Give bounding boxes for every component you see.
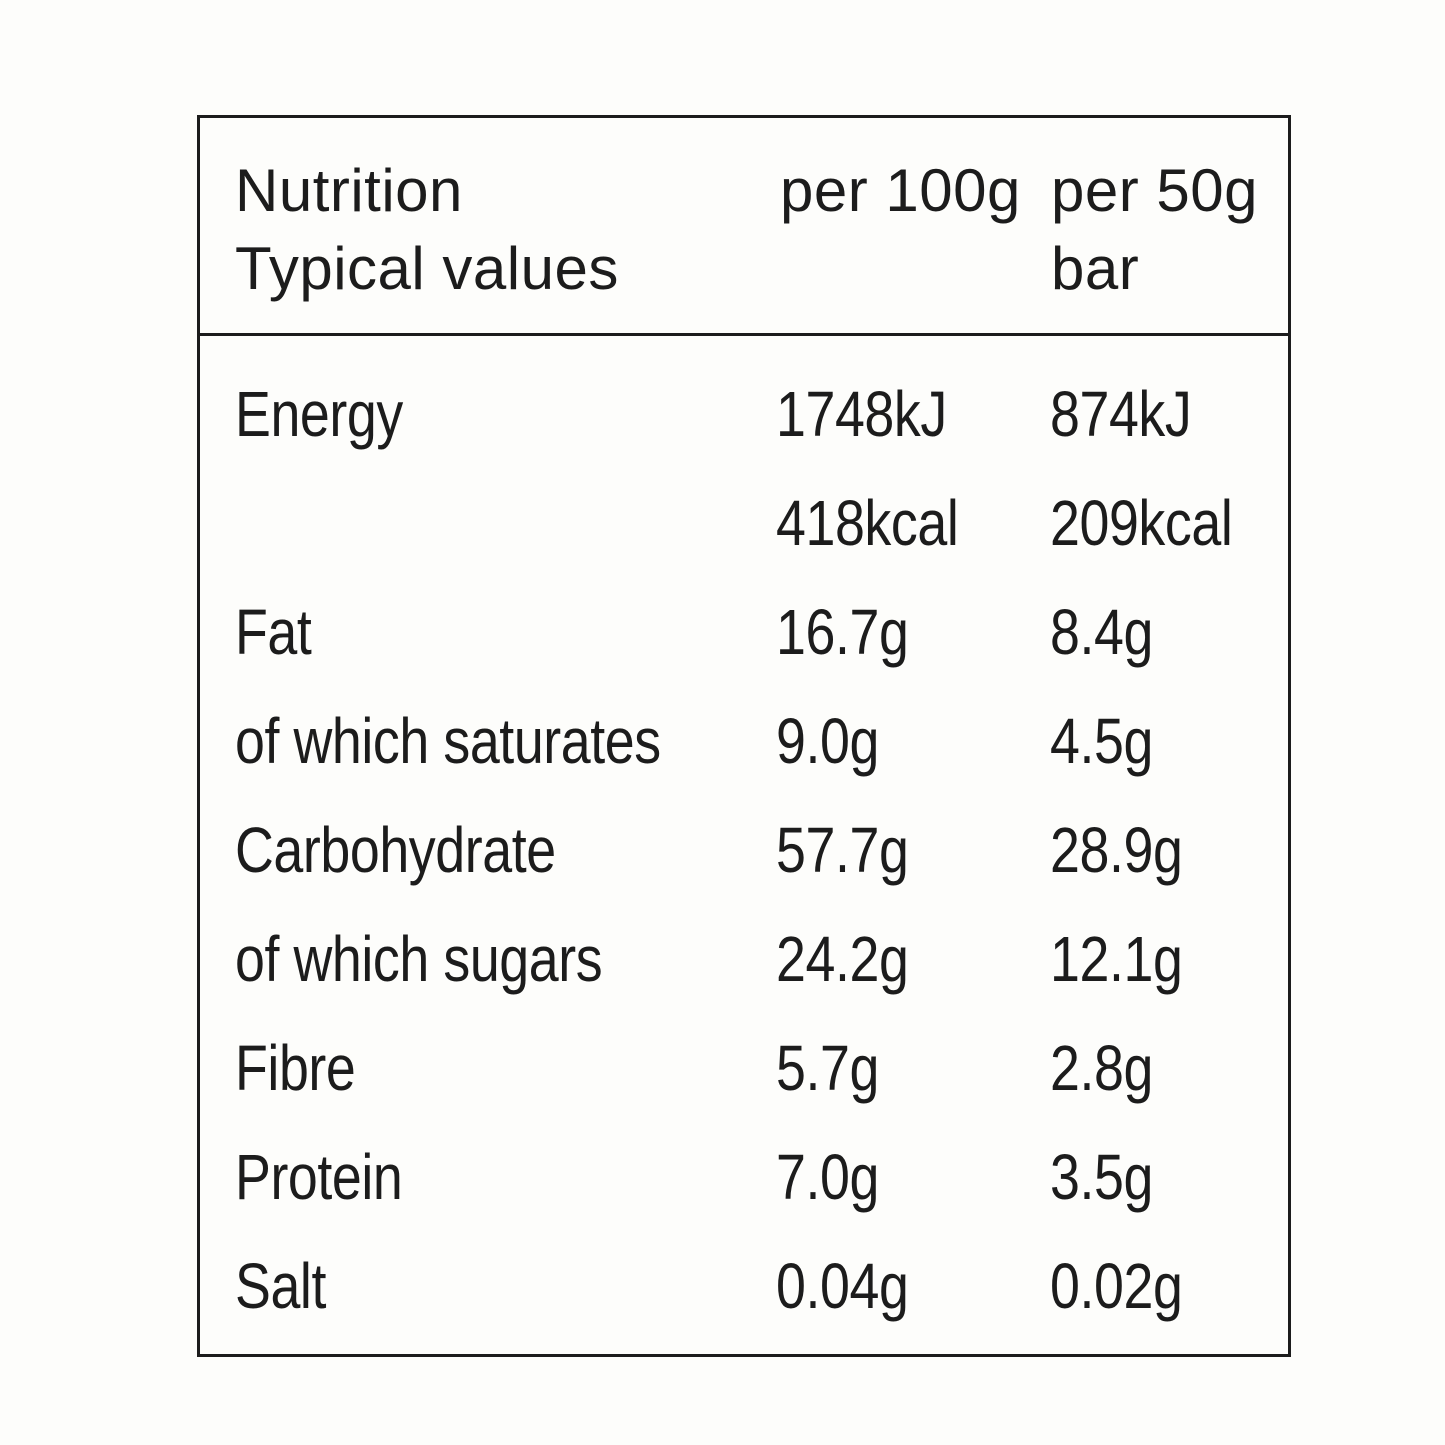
nutrient-label: Fibre [235, 1032, 356, 1104]
table-header: Nutrition Typical values per 100g per 50… [200, 118, 1288, 336]
value-per-100g: 1748kJ [776, 378, 947, 450]
header-per-100g: per 100g [780, 157, 1021, 224]
nutrient-label: of which sugars [235, 923, 603, 995]
value-per-bar: 3.5g [1050, 1141, 1153, 1213]
nutrient-label: of which saturates [235, 705, 661, 777]
table-row: Salt 0.04g 0.02g [200, 1238, 1288, 1347]
value-per-bar: 28.9g [1050, 814, 1183, 886]
table-row: Fibre 5.7g 2.8g [200, 1020, 1288, 1129]
nutrient-label: Protein [235, 1141, 403, 1213]
value-per-bar: 2.8g [1050, 1032, 1153, 1104]
value-per-100g: 418kcal [776, 487, 959, 559]
nutrient-label: Fat [235, 596, 312, 668]
value-per-100g: 0.04g [776, 1250, 909, 1322]
table-row: Energy 1748kJ 874kJ [200, 366, 1288, 475]
header-label: Nutrition Typical values [235, 152, 619, 308]
value-per-100g: 7.0g [776, 1141, 879, 1213]
value-per-bar: 0.02g [1050, 1250, 1183, 1322]
header-subtitle: Typical values [235, 235, 619, 302]
table-row: Carbohydrate 57.7g 28.9g [200, 802, 1288, 911]
table-row: of which sugars 24.2g 12.1g [200, 911, 1288, 1020]
value-per-100g: 9.0g [776, 705, 879, 777]
table-row: 418kcal 209kcal [200, 475, 1288, 584]
value-per-bar: 209kcal [1050, 487, 1233, 559]
value-per-100g: 57.7g [776, 814, 909, 886]
value-per-100g: 5.7g [776, 1032, 879, 1104]
table-body: Energy 1748kJ 874kJ 418kcal 209kcal Fat … [200, 366, 1288, 1347]
nutrition-table: Nutrition Typical values per 100g per 50… [197, 115, 1291, 1357]
nutrient-label: Salt [235, 1250, 326, 1322]
value-per-bar: 12.1g [1050, 923, 1183, 995]
value-per-bar: 4.5g [1050, 705, 1153, 777]
table-row: Fat 16.7g 8.4g [200, 584, 1288, 693]
value-per-100g: 24.2g [776, 923, 909, 995]
value-per-bar: 874kJ [1050, 378, 1192, 450]
nutrient-label: Energy [235, 378, 403, 450]
table-row: of which saturates 9.0g 4.5g [200, 693, 1288, 802]
header-title: Nutrition [235, 157, 463, 224]
value-per-bar: 8.4g [1050, 596, 1153, 668]
table-row: Protein 7.0g 3.5g [200, 1129, 1288, 1238]
nutrient-label: Carbohydrate [235, 814, 556, 886]
value-per-100g: 16.7g [776, 596, 909, 668]
header-per-bar: per 50g bar [1051, 157, 1258, 302]
